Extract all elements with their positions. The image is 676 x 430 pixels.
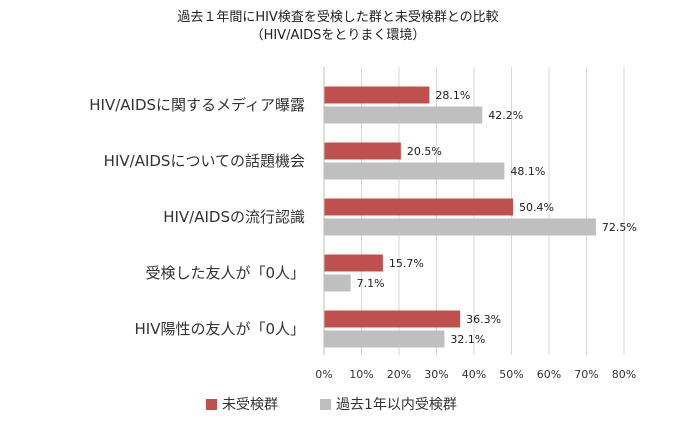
bar — [324, 274, 351, 292]
x-tick-label: 50% — [499, 368, 523, 381]
bar — [324, 330, 445, 348]
category-label: HIV/AIDSの流行認識 — [163, 208, 305, 226]
data-label: 15.7% — [389, 257, 424, 270]
category-label: HIV/AIDSについての話題機会 — [104, 152, 305, 170]
bar — [324, 198, 513, 216]
bar — [324, 142, 401, 160]
category-label: HIV/AIDSに関するメディア曝露 — [89, 96, 305, 114]
data-label: 72.5% — [602, 221, 637, 234]
x-tick-label: 20% — [387, 368, 411, 381]
bar — [324, 254, 383, 272]
data-label: 50.4% — [519, 201, 554, 214]
data-label: 20.5% — [407, 145, 442, 158]
bar — [324, 106, 483, 124]
x-tick-label: 80% — [612, 368, 636, 381]
legend-swatch — [206, 399, 217, 410]
x-tick-label: 30% — [424, 368, 448, 381]
data-label: 28.1% — [435, 89, 470, 102]
legend-label: 未受検群 — [222, 397, 278, 413]
chart-subtitle: （HIV/AIDSをとりまく環境） — [250, 28, 426, 43]
data-label: 42.2% — [488, 109, 523, 122]
bar — [324, 86, 430, 104]
data-label: 7.1% — [357, 277, 385, 290]
bar — [324, 162, 505, 180]
bar — [324, 218, 596, 236]
data-label: 32.1% — [450, 333, 485, 346]
data-label: 48.1% — [510, 165, 545, 178]
x-tick-label: 60% — [537, 368, 561, 381]
x-tick-label: 10% — [349, 368, 373, 381]
category-label: HIV陽性の友人が「0人」 — [134, 320, 305, 338]
x-tick-label: 70% — [574, 368, 598, 381]
legend-label: 過去1年以内受検群 — [336, 397, 457, 413]
x-tick-label: 0% — [315, 368, 332, 381]
legend-swatch — [320, 399, 331, 410]
x-tick-label: 40% — [462, 368, 486, 381]
bar — [324, 310, 461, 328]
data-label: 36.3% — [466, 313, 501, 326]
chart-title: 過去１年間にHIV検査を受検した群と未受検群との比較 — [177, 10, 499, 25]
category-label: 受検した友人が「0人」 — [145, 264, 305, 282]
